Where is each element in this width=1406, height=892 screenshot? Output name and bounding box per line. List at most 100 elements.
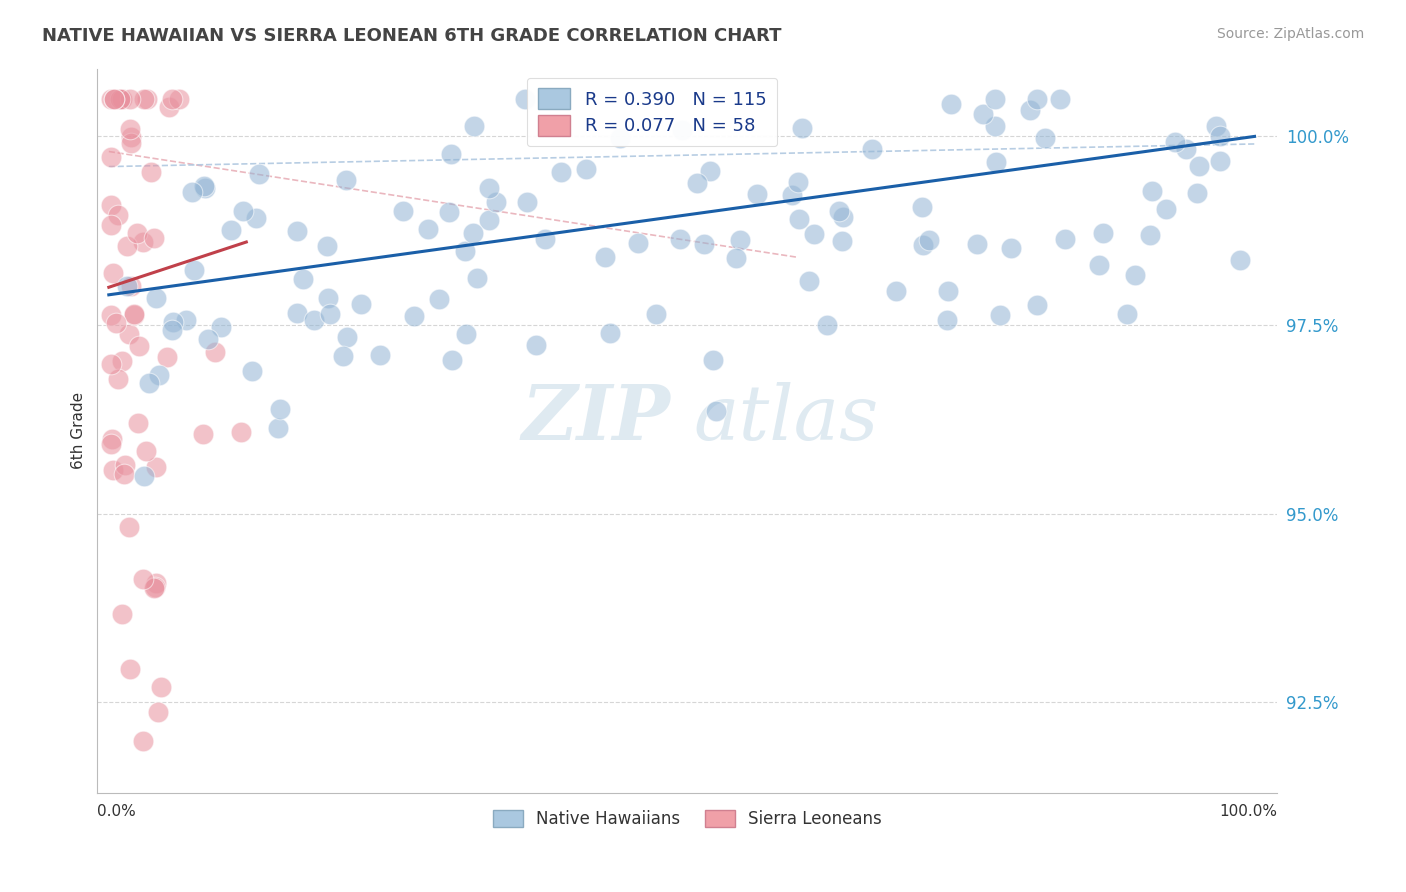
Point [1115, 307, 1137, 321]
Point [780, 188, 803, 202]
Point [699, 163, 721, 178]
Point [292, 271, 315, 285]
Point [575, 162, 598, 177]
Point [988, 308, 1011, 322]
Point [156, 350, 179, 364]
Point [318, 291, 340, 305]
Point [1091, 226, 1114, 240]
Point [918, 233, 941, 247]
Point [162, 315, 184, 329]
Point [120, 130, 142, 145]
Point [285, 306, 308, 320]
Point [1033, 130, 1056, 145]
Point [135, 443, 157, 458]
Point [936, 284, 959, 298]
Point [1053, 232, 1076, 246]
Point [745, 186, 768, 201]
Point [1164, 135, 1187, 149]
Point [112, 467, 135, 482]
Point [463, 119, 485, 133]
Point [285, 224, 308, 238]
Point [439, 146, 461, 161]
Point [108, 92, 131, 106]
Point [100, 198, 122, 212]
Text: NATIVE HAWAIIAN VS SIERRA LEONEAN 6TH GRADE CORRELATION CHART: NATIVE HAWAIIAN VS SIERRA LEONEAN 6TH GR… [42, 27, 782, 45]
Point [100, 92, 122, 106]
Point [110, 607, 132, 622]
Point [245, 211, 267, 226]
Point [1140, 184, 1163, 198]
Point [336, 329, 359, 343]
Point [160, 323, 183, 337]
Point [392, 204, 415, 219]
Point [125, 226, 148, 240]
Point [704, 404, 727, 418]
Point [803, 227, 825, 241]
Point [984, 119, 1007, 133]
Point [120, 278, 142, 293]
Point [966, 236, 988, 251]
Point [692, 236, 714, 251]
Point [104, 317, 127, 331]
Point [828, 203, 851, 218]
Point [181, 186, 204, 200]
Point [118, 520, 141, 534]
Point [194, 181, 217, 195]
Point [454, 326, 477, 341]
Point [319, 307, 342, 321]
Point [609, 130, 631, 145]
Point [730, 233, 752, 247]
Point [478, 213, 501, 227]
Point [167, 92, 190, 106]
Point [302, 313, 325, 327]
Point [136, 92, 159, 106]
Point [138, 376, 160, 390]
Point [315, 239, 337, 253]
Point [132, 92, 155, 106]
Point [478, 181, 501, 195]
Point [197, 332, 219, 346]
Text: 100.0%: 100.0% [1219, 804, 1278, 819]
Point [127, 416, 149, 430]
Point [101, 463, 124, 477]
Point [1049, 92, 1071, 106]
Point [724, 251, 747, 265]
Point [118, 662, 141, 676]
Point [114, 458, 136, 472]
Point [1025, 92, 1047, 106]
Point [599, 326, 621, 340]
Point [100, 432, 122, 446]
Point [143, 231, 166, 245]
Point [145, 292, 167, 306]
Point [160, 92, 183, 106]
Point [1026, 298, 1049, 312]
Point [1188, 159, 1211, 173]
Point [1123, 268, 1146, 282]
Point [115, 279, 138, 293]
Point [524, 337, 547, 351]
Point [191, 427, 214, 442]
Point [132, 572, 155, 586]
Point [1209, 128, 1232, 143]
Point [111, 354, 134, 368]
Point [219, 222, 242, 236]
Point [240, 364, 263, 378]
Point [100, 218, 122, 232]
Point [789, 212, 811, 227]
Point [402, 309, 425, 323]
Text: ZIP: ZIP [522, 383, 671, 457]
Point [787, 176, 810, 190]
Point [427, 292, 450, 306]
Point [122, 308, 145, 322]
Point [120, 136, 142, 150]
Point [100, 308, 122, 322]
Point [110, 92, 132, 106]
Point [886, 284, 908, 298]
Point [103, 92, 125, 106]
Point [103, 92, 125, 106]
Point [269, 401, 291, 416]
Point [593, 251, 616, 265]
Point [100, 357, 122, 371]
Point [1185, 186, 1208, 200]
Point [1088, 258, 1111, 272]
